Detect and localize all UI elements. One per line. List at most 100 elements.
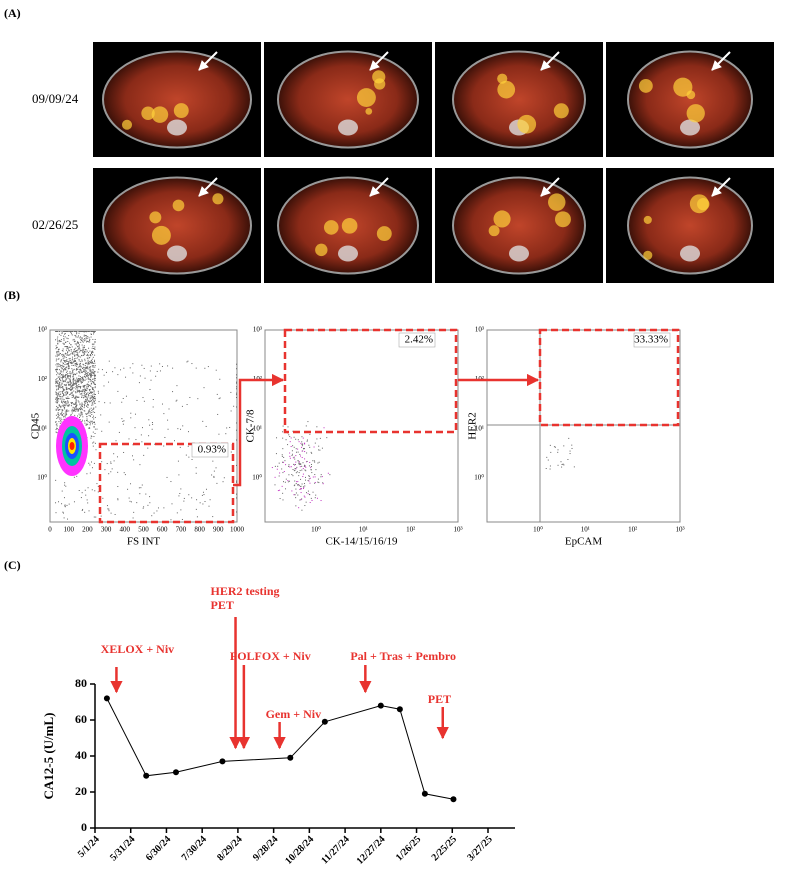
event-dot: [63, 359, 65, 361]
event-dot: [301, 498, 303, 500]
event-dot: [80, 365, 82, 367]
event-dot: [62, 342, 64, 344]
gate-label: 33.33%: [634, 334, 668, 346]
event-dot: [73, 377, 75, 379]
event-dot: [90, 372, 92, 374]
event-dot: [85, 331, 87, 332]
event-dot: [86, 370, 88, 372]
event-dot: [84, 402, 86, 404]
event-dot: [89, 374, 91, 376]
event-dot: [66, 375, 68, 377]
event-dot: [82, 346, 84, 348]
data-point: [321, 718, 328, 725]
event-dot: [304, 485, 306, 487]
event-dot: [65, 412, 67, 414]
event-dot: [147, 447, 149, 449]
event-dot: [79, 372, 81, 374]
event-dot: [90, 375, 92, 377]
event-dot: [151, 515, 153, 517]
event-dot: [87, 357, 89, 359]
event-dot: [73, 378, 75, 380]
event-dot: [93, 408, 95, 410]
event-dot: [65, 346, 67, 348]
event-dot: [92, 442, 94, 444]
event-dot: [66, 410, 68, 412]
event-dot: [65, 397, 67, 399]
event-dot: [73, 395, 75, 397]
event-dot: [78, 381, 80, 383]
event-dot: [89, 354, 91, 356]
event-dot: [300, 478, 302, 480]
event-dot: [142, 397, 144, 399]
event-dot: [129, 500, 131, 502]
event-dot: [72, 372, 74, 374]
event-dot: [64, 375, 66, 377]
event-dot: [77, 378, 79, 380]
y-tick-label: 10²: [38, 375, 47, 383]
event-dot: [70, 376, 72, 378]
event-dot: [61, 380, 63, 382]
x-tick-label: 600: [157, 526, 168, 534]
event-dot: [71, 359, 73, 361]
event-dot: [89, 357, 91, 359]
event-dot: [76, 404, 78, 406]
event-dot: [83, 395, 85, 397]
event-dot: [108, 360, 110, 362]
event-dot: [110, 462, 112, 464]
data-point: [396, 706, 403, 713]
event-dot: [79, 393, 81, 395]
event-dot: [97, 491, 99, 493]
event-dot: [73, 352, 75, 354]
event-dot: [300, 455, 302, 457]
event-dot: [140, 487, 142, 489]
event-dot: [57, 343, 59, 345]
event-dot: [329, 474, 331, 476]
event-dot: [64, 384, 66, 386]
event-dot: [88, 414, 90, 416]
event-dot: [59, 396, 61, 398]
event-dot: [170, 481, 172, 483]
event-dot: [55, 379, 57, 381]
event-dot: [92, 411, 94, 413]
event-dot: [94, 393, 96, 395]
event-dot: [65, 374, 67, 376]
event-dot: [291, 474, 293, 476]
event-dot: [67, 396, 69, 398]
event-dot: [91, 392, 93, 394]
event-dot: [121, 418, 123, 420]
event-dot: [58, 351, 60, 353]
event-dot: [70, 333, 72, 335]
event-dot: [71, 389, 73, 391]
event-dot: [69, 380, 71, 382]
gate-label: 0.93%: [198, 444, 226, 456]
event-dot: [81, 412, 83, 414]
event-dot: [73, 368, 75, 370]
event-dot: [60, 421, 62, 423]
event-dot: [320, 476, 322, 478]
event-dot: [82, 377, 84, 379]
event-dot: [57, 342, 59, 344]
event-dot: [61, 387, 63, 389]
event-dot: [322, 483, 324, 485]
event-dot: [64, 400, 66, 402]
event-dot: [202, 503, 204, 505]
event-dot: [295, 451, 297, 453]
event-dot: [60, 412, 62, 414]
scan-hotspot: [553, 103, 569, 119]
event-dot: [290, 446, 292, 448]
event-dot: [60, 417, 62, 419]
event-dot: [84, 380, 86, 382]
event-dot: [94, 376, 96, 378]
event-dot: [97, 392, 99, 394]
event-dot: [130, 483, 132, 485]
event-dot: [182, 425, 184, 427]
event-dot: [93, 421, 95, 423]
event-dot: [100, 515, 102, 517]
scan-bone: [680, 119, 700, 136]
event-dot: [180, 509, 182, 511]
event-dot: [318, 449, 320, 451]
event-dot: [72, 375, 74, 377]
event-dot: [308, 475, 310, 477]
event-dot: [281, 468, 283, 470]
event-dot: [85, 362, 87, 364]
